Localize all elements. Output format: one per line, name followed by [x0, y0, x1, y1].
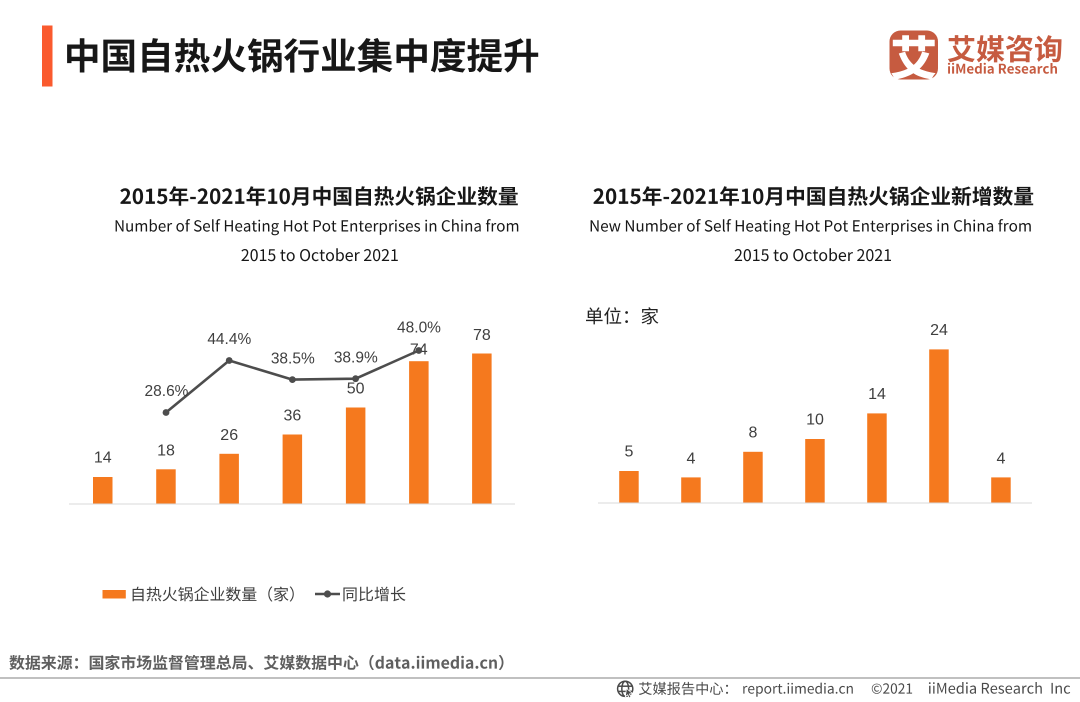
svg-text:38.5%: 38.5% — [271, 350, 315, 367]
svg-text:8: 8 — [749, 424, 758, 441]
svg-text:50: 50 — [347, 380, 365, 397]
svg-text:14: 14 — [868, 386, 886, 403]
svg-text:26: 26 — [220, 427, 238, 444]
svg-text:10: 10 — [806, 411, 824, 428]
svg-text:5: 5 — [625, 443, 634, 460]
svg-text:38.9%: 38.9% — [334, 349, 378, 366]
svg-text:4: 4 — [997, 450, 1006, 467]
svg-text:48.0%: 48.0% — [397, 320, 441, 337]
svg-text:4: 4 — [687, 450, 696, 467]
svg-text:28.6%: 28.6% — [145, 383, 189, 400]
svg-text:78: 78 — [473, 327, 491, 344]
svg-text:24: 24 — [930, 322, 948, 339]
svg-text:14: 14 — [94, 449, 112, 466]
svg-text:44.4%: 44.4% — [207, 331, 251, 348]
svg-text:18: 18 — [157, 442, 175, 459]
svg-text:36: 36 — [284, 407, 302, 424]
